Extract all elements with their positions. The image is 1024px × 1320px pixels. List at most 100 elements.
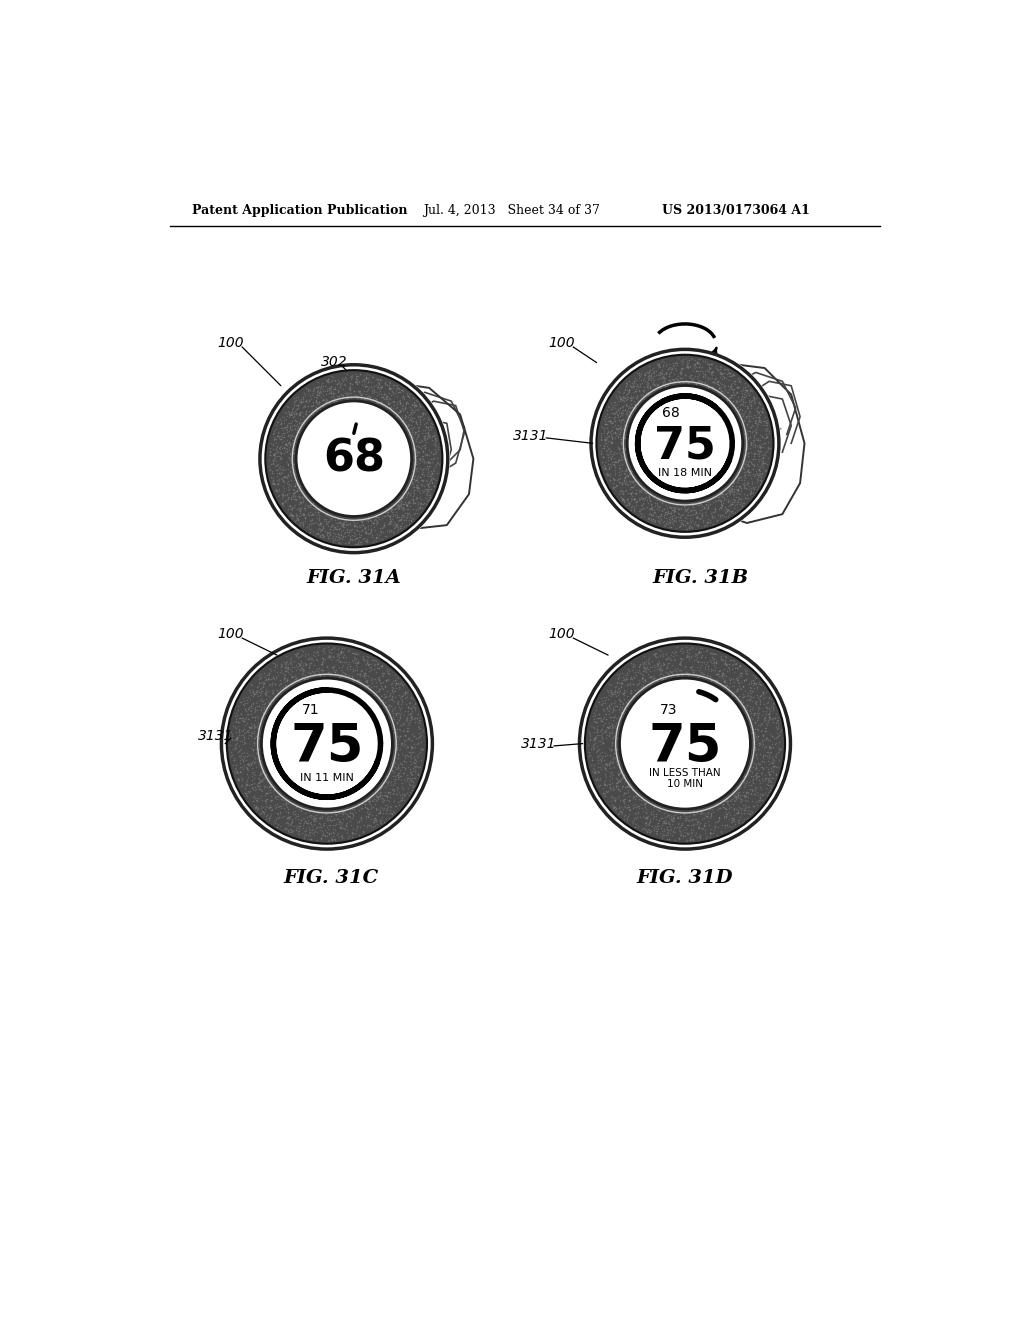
Point (603, 763, 620, 784)
Point (359, 655, 376, 676)
Point (729, 499, 745, 520)
Point (351, 529, 368, 550)
Point (726, 810, 742, 832)
Point (748, 777, 764, 799)
Point (386, 680, 402, 701)
Point (657, 813, 674, 834)
Point (694, 644, 711, 665)
Point (392, 708, 409, 729)
Point (754, 713, 770, 734)
Point (764, 775, 780, 796)
Point (642, 376, 658, 397)
Point (324, 829, 340, 850)
Point (228, 710, 245, 731)
Point (744, 414, 761, 436)
Point (282, 483, 298, 504)
Point (326, 519, 342, 540)
Point (745, 669, 762, 690)
Point (249, 690, 265, 711)
Point (743, 747, 760, 768)
Point (705, 649, 721, 671)
Point (606, 465, 623, 486)
Point (637, 651, 653, 672)
Point (767, 733, 783, 754)
Point (292, 653, 308, 675)
Point (426, 457, 442, 478)
Point (297, 810, 313, 832)
Point (658, 657, 675, 678)
Point (290, 397, 306, 418)
Point (635, 492, 651, 513)
Point (612, 388, 629, 409)
Point (295, 659, 311, 680)
Point (412, 409, 428, 430)
Point (354, 647, 371, 668)
Point (352, 363, 369, 384)
Point (421, 453, 437, 474)
Point (742, 752, 759, 774)
Point (406, 426, 422, 447)
Point (325, 379, 341, 400)
Point (360, 655, 377, 676)
Point (261, 807, 278, 828)
Point (422, 484, 438, 506)
Point (355, 664, 372, 685)
Point (262, 775, 279, 796)
Point (726, 384, 742, 405)
Point (725, 471, 741, 492)
Point (760, 432, 776, 453)
Point (737, 785, 754, 807)
Point (406, 771, 422, 792)
Point (643, 364, 659, 385)
Point (636, 793, 652, 814)
Point (369, 376, 385, 397)
Point (278, 660, 294, 681)
Point (622, 396, 638, 417)
Point (766, 750, 782, 771)
Point (278, 434, 294, 455)
Point (633, 494, 649, 515)
Point (407, 422, 423, 444)
Point (735, 470, 752, 491)
Point (288, 404, 304, 425)
Point (614, 667, 631, 688)
Point (357, 523, 374, 544)
Point (300, 405, 316, 426)
Point (699, 810, 716, 832)
Point (426, 444, 442, 465)
Point (649, 374, 666, 395)
Point (634, 479, 650, 500)
Point (330, 639, 346, 660)
Point (592, 721, 608, 742)
Point (658, 647, 675, 668)
Point (367, 793, 383, 814)
Point (384, 800, 400, 821)
Point (401, 742, 418, 763)
Point (419, 445, 435, 466)
Point (635, 384, 651, 405)
Point (710, 810, 726, 832)
Point (360, 804, 377, 825)
Point (660, 828, 677, 849)
Point (755, 447, 771, 469)
Point (739, 444, 756, 465)
Point (244, 752, 260, 774)
Point (642, 498, 658, 519)
Point (643, 651, 659, 672)
Point (255, 796, 271, 817)
Point (683, 657, 699, 678)
Point (618, 494, 635, 515)
Point (338, 651, 354, 672)
Point (754, 469, 770, 490)
Point (247, 751, 263, 772)
Point (701, 362, 718, 383)
Point (736, 403, 753, 424)
Point (421, 426, 437, 447)
Point (694, 652, 711, 673)
Point (324, 389, 340, 411)
Point (688, 648, 705, 669)
Text: 3131: 3131 (521, 737, 556, 751)
Point (309, 640, 326, 661)
Point (280, 480, 296, 502)
Point (289, 490, 305, 511)
